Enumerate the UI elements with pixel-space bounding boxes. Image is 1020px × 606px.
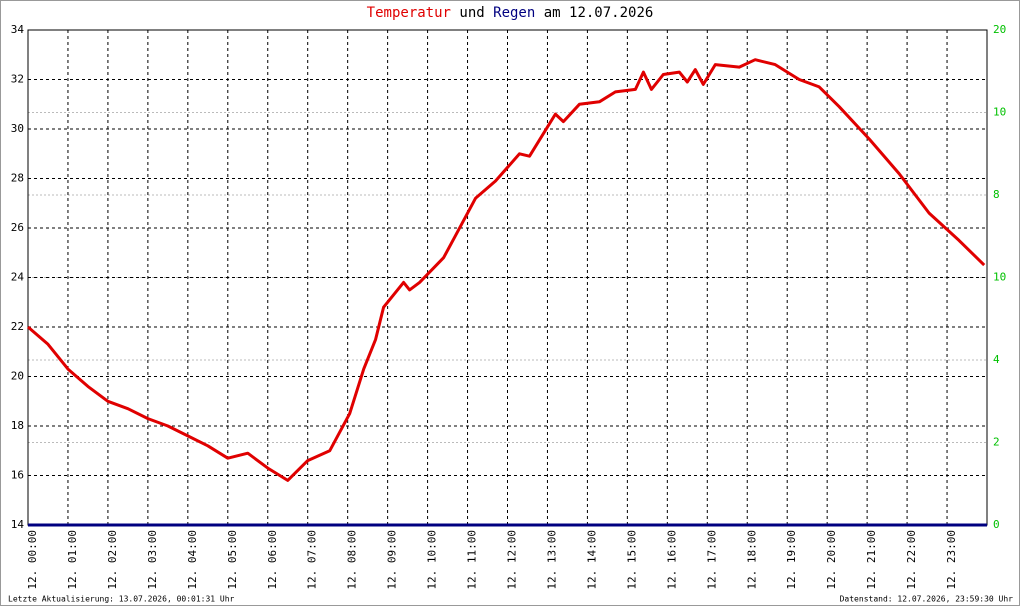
title-part: am 12.07.2026 <box>544 5 654 21</box>
y-tick-label: 18 <box>11 419 24 432</box>
y2-tick-label: 2 <box>993 436 1000 449</box>
x-tick-label: 12. 14:00 <box>585 530 598 590</box>
x-tick-label: 12. 01:00 <box>66 530 79 590</box>
x-tick-label: 12. 22:00 <box>905 530 918 590</box>
title-part: und <box>459 5 484 21</box>
y-tick-label: 34 <box>11 23 25 36</box>
x-tick-label: 12. 18:00 <box>745 530 758 590</box>
x-tick-label: 12. 12:00 <box>506 530 519 590</box>
x-tick-label: 12. 17:00 <box>705 530 718 590</box>
x-tick-label: 12. 06:00 <box>266 530 279 590</box>
y2-tick-label: 20 <box>993 23 1006 36</box>
footer-right: Datenstand: 12.07.2026, 23:59:30 Uhr <box>840 595 1014 604</box>
x-tick-label: 12. 05:00 <box>226 530 239 590</box>
y-tick-label: 14 <box>11 518 25 531</box>
x-tick-label: 12. 09:00 <box>386 530 399 590</box>
y2-tick-label: 4 <box>993 353 1000 366</box>
y-tick-label: 16 <box>11 469 24 482</box>
y-tick-label: 28 <box>11 172 24 185</box>
y2-tick-label: 0 <box>993 518 1000 531</box>
chart-title: Temperatur und Regen am 12.07.2026 <box>367 5 654 21</box>
title-part: Regen <box>493 5 535 21</box>
x-tick-label: 12. 11:00 <box>466 530 479 590</box>
x-tick-label: 12. 15:00 <box>625 530 638 590</box>
x-tick-label: 12. 07:00 <box>306 530 319 590</box>
line <box>27 58 986 482</box>
x-tick-label: 12. 03:00 <box>146 530 159 590</box>
x-tick-label: 12. 04:00 <box>186 530 199 590</box>
x-tick-label: 12. 10:00 <box>426 530 439 590</box>
x-tick-label: 12. 02:00 <box>106 530 119 590</box>
y2-tick-label: 10 <box>993 271 1006 284</box>
y2-tick-label: 10 <box>993 106 1006 119</box>
x-tick-label: 12. 23:00 <box>945 530 958 590</box>
x-tick-label: 12. 19:00 <box>785 530 798 590</box>
y-tick-label: 20 <box>11 370 24 383</box>
title-part: Temperatur <box>367 5 451 21</box>
x-tick-label: 12. 20:00 <box>825 530 838 590</box>
x-tick-label: 12. 16:00 <box>665 530 678 590</box>
x-tick-label: 12. 00:00 <box>26 530 39 590</box>
y-tick-label: 26 <box>11 221 24 234</box>
y-tick-label: 32 <box>11 73 24 86</box>
y-tick-label: 30 <box>11 122 24 135</box>
footer-left: Letzte Aktualisierung: 13.07.2026, 00:01… <box>8 595 235 604</box>
y-tick-label: 22 <box>11 320 24 333</box>
x-tick-label: 12. 21:00 <box>865 530 878 590</box>
y-tick-label: 24 <box>11 271 25 284</box>
y2-tick-label: 8 <box>993 188 1000 201</box>
x-tick-label: 12. 13:00 <box>545 530 558 590</box>
x-tick-label: 12. 08:00 <box>346 530 359 590</box>
